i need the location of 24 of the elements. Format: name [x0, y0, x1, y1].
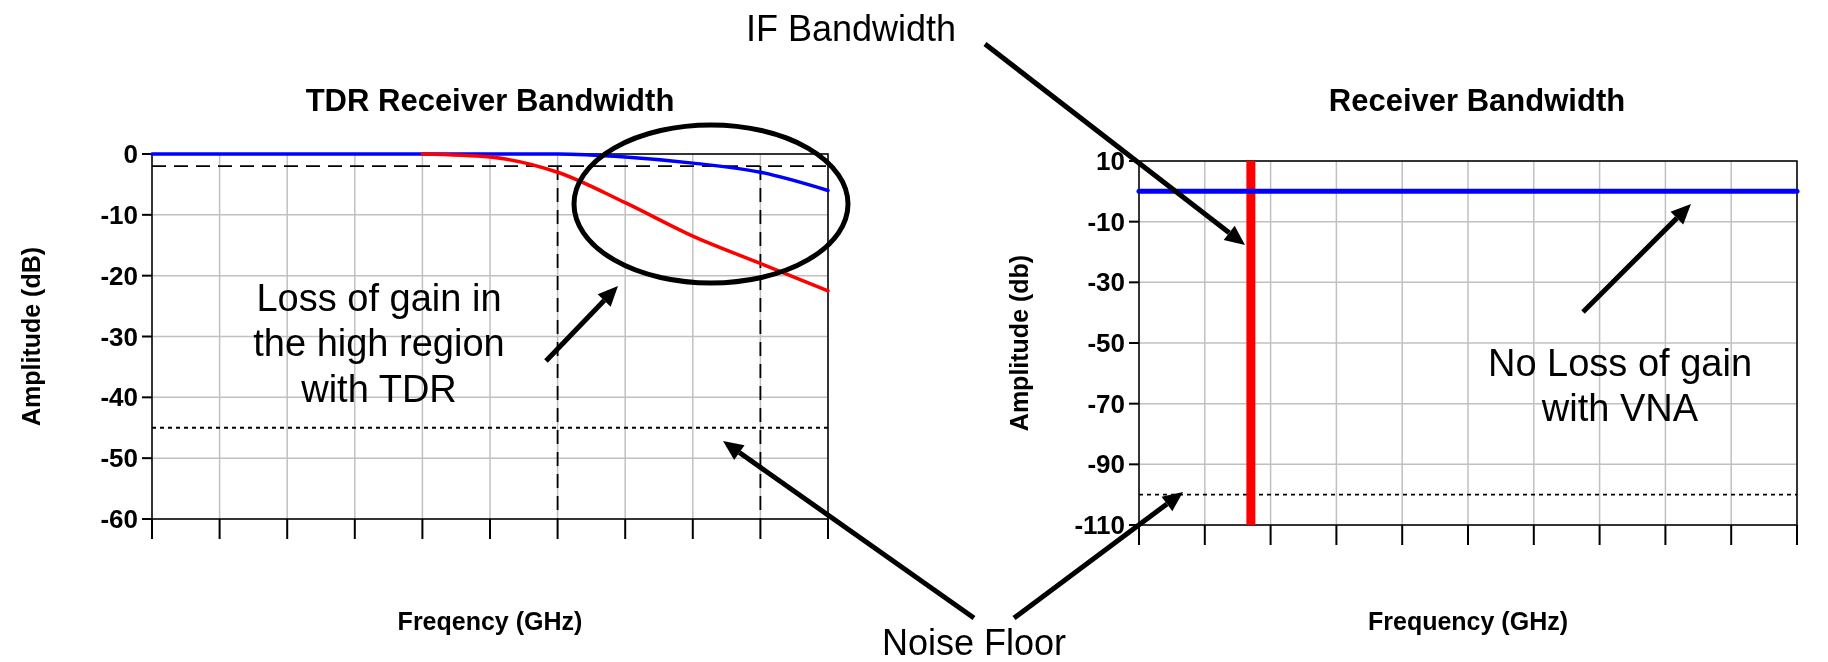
y-tick-label: -110: [1074, 510, 1125, 541]
chart-title: Receiver Bandwidth: [1328, 83, 1626, 118]
y-tick-label: -10: [100, 199, 138, 230]
text: Noise Floor: [881, 621, 1067, 662]
y-tick-label: -90: [1087, 449, 1125, 480]
y-tick-label: -60: [100, 504, 138, 535]
y-axis-title: Amplitude (db): [1005, 254, 1033, 432]
chart-title: TDR Receiver Bandwidth: [305, 83, 675, 118]
y-tick-label: 0: [123, 139, 138, 170]
annotation: Loss of gain in the high region with TDR: [253, 276, 505, 410]
y-tick-label: -30: [1087, 267, 1125, 298]
x-axis-title: Freqency (GHz): [397, 607, 583, 635]
y-tick-label: 10: [1096, 146, 1125, 177]
y-tick-label: -20: [100, 260, 138, 291]
x-axis-title: Frequency (GHz): [1367, 607, 1569, 635]
y-tick-label: -30: [100, 321, 138, 352]
text: IF Bandwidth: [745, 7, 957, 49]
y-tick-label: -10: [1087, 206, 1125, 237]
y-axis-title: Amplitude (dB): [17, 246, 45, 427]
y-tick-label: -50: [1087, 328, 1125, 359]
y-tick-label: -70: [1087, 388, 1125, 419]
annotation: No Loss of gain with VNA: [1487, 341, 1753, 430]
y-tick-label: -40: [100, 382, 138, 413]
y-tick-label: -50: [100, 443, 138, 474]
